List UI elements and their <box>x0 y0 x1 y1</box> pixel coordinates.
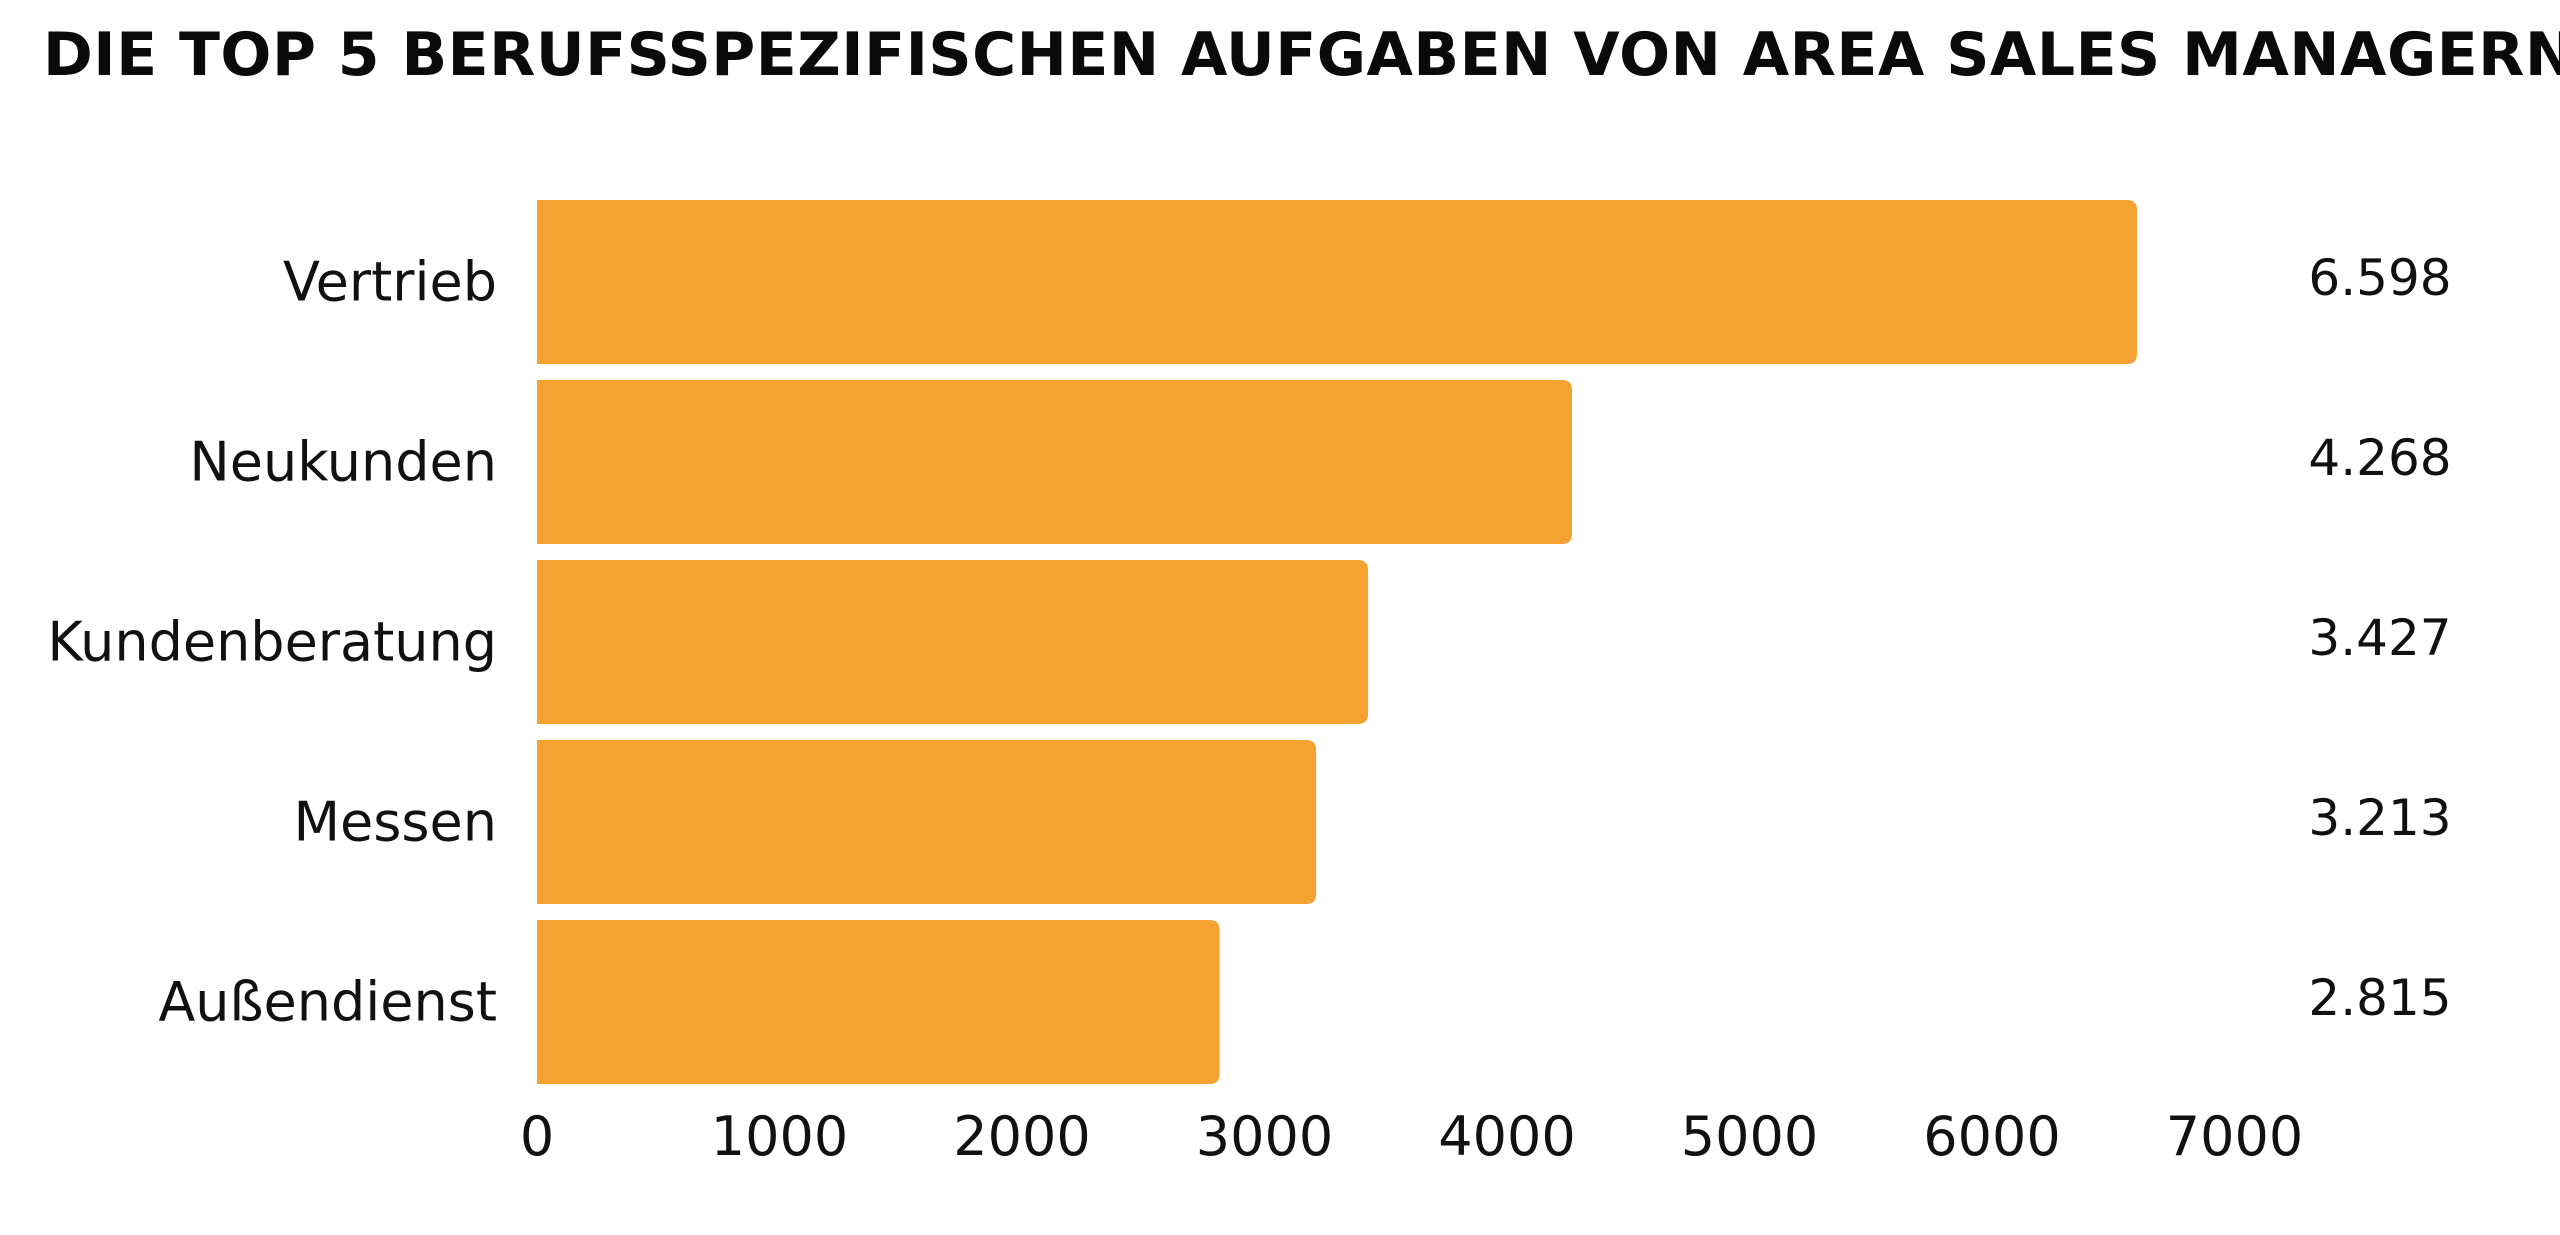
category-label-messen: Messen <box>293 791 497 854</box>
value-label-aussendienst: 2.815 <box>2308 969 2451 1027</box>
value-label-neukunden: 4.268 <box>2308 429 2451 487</box>
value-label-messen: 3.213 <box>2308 789 2451 847</box>
x-tick-label: 2000 <box>953 1105 1090 1168</box>
bar-aussendienst <box>537 920 1220 1084</box>
x-tick-label: 3000 <box>1196 1105 1333 1168</box>
bars-group <box>537 200 2138 1084</box>
x-tick-label: 1000 <box>711 1105 848 1168</box>
bar-messen <box>537 740 1317 904</box>
value-labels: 6.598 4.268 3.427 3.213 2.815 <box>2308 249 2451 1027</box>
category-label-vertrieb: Vertrieb <box>283 251 497 314</box>
bar-kundenberatung <box>537 560 1369 724</box>
x-tick-label: 6000 <box>1923 1105 2060 1168</box>
category-label-aussendienst: Außendienst <box>158 971 497 1034</box>
bar-neukunden <box>537 380 1572 544</box>
x-axis-ticks: 0 1000 2000 3000 4000 5000 6000 7000 <box>520 1105 2303 1168</box>
bar-vertrieb <box>537 200 2138 364</box>
category-label-neukunden: Neukunden <box>189 431 497 494</box>
chart-title: DIE TOP 5 BERUFSSPEZIFISCHEN AUFGABEN VO… <box>43 20 2560 90</box>
value-label-vertrieb: 6.598 <box>2308 249 2451 307</box>
x-tick-label: 4000 <box>1438 1105 1575 1168</box>
x-tick-label: 5000 <box>1681 1105 1818 1168</box>
x-tick-label: 0 <box>520 1105 554 1168</box>
category-labels: Vertrieb Neukunden Kundenberatung Messen Auß… <box>47 251 497 1034</box>
value-label-kundenberatung: 3.427 <box>2308 609 2451 667</box>
x-tick-label: 7000 <box>2166 1105 2303 1168</box>
category-label-kundenberatung: Kundenberatung <box>47 611 497 674</box>
